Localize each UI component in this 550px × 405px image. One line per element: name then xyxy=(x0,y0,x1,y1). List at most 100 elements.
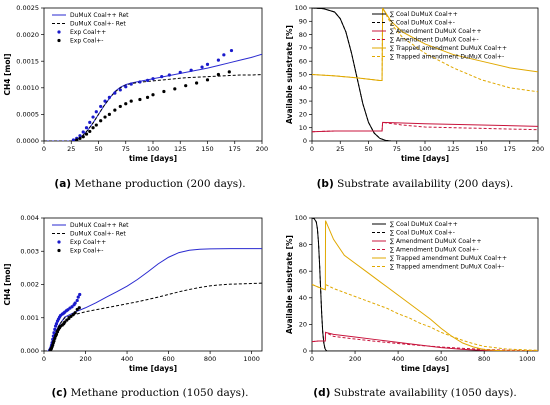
legend-label: DuMuX Coal++ Ret xyxy=(70,222,129,229)
data-point xyxy=(94,110,98,114)
x-tick-label: 175 xyxy=(504,145,516,153)
data-point xyxy=(138,97,142,102)
caption-text-c: Methane production (1050 days). xyxy=(67,387,249,399)
series-line xyxy=(312,218,538,351)
caption-letter-d: (d) xyxy=(313,387,331,399)
data-point xyxy=(78,136,82,140)
caption-text-b: Substrate availability (200 days). xyxy=(333,178,514,190)
x-tick-label: 0 xyxy=(310,355,314,363)
y-tick-label: 0.0005 xyxy=(16,111,39,119)
data-point xyxy=(77,306,81,310)
data-point xyxy=(178,70,182,74)
data-point xyxy=(78,134,82,138)
x-tick-label: 75 xyxy=(393,145,401,153)
y-tick-label: 0.0000 xyxy=(16,137,39,145)
series-line xyxy=(312,283,538,351)
y-tick-label: 0 xyxy=(303,137,307,145)
y-tick-label: 0.003 xyxy=(20,247,39,255)
data-point xyxy=(88,120,92,124)
legend-marker xyxy=(57,248,61,253)
data-point xyxy=(63,320,67,324)
data-point xyxy=(91,126,95,130)
data-point xyxy=(129,82,133,86)
caption-text-d: Substrate availability (1050 days). xyxy=(330,387,517,399)
caption-d: (d) Substrate availability (1050 days). xyxy=(290,387,540,399)
caption-text-a: Methane production (200 days). xyxy=(71,178,246,190)
data-point xyxy=(88,129,92,134)
data-point xyxy=(76,295,80,299)
data-point xyxy=(91,115,95,119)
chart-panel-a: 0 25 50 75 100 125 150 175 200 0.0000 0.0005 0.0010… xyxy=(3,4,268,163)
x-tick-label: 175 xyxy=(229,145,241,153)
x-tick-label: 50 xyxy=(364,145,372,153)
data-point xyxy=(124,102,128,106)
y-tick-label: 90 xyxy=(299,18,307,26)
y-tick-label: 80 xyxy=(299,31,307,39)
x-tick-label: 400 xyxy=(392,355,404,363)
caption-letter-c: (c) xyxy=(51,387,68,399)
data-point xyxy=(54,322,59,326)
data-point xyxy=(160,75,164,79)
y-tick-label: 0.0025 xyxy=(16,4,39,12)
plot-area xyxy=(312,218,538,351)
data-point xyxy=(151,93,155,97)
legend-label: DuMuX Coal++ Ret xyxy=(70,12,129,19)
data-point xyxy=(205,62,210,66)
legend-label: ∑ Amendment DuMuX Coal+- xyxy=(390,247,479,254)
plot-frame xyxy=(311,217,539,352)
series-line xyxy=(44,282,262,351)
data-point xyxy=(162,89,166,94)
y-axis-label: CH4 [mol] xyxy=(3,263,12,305)
x-axis-label: time [days] xyxy=(401,364,449,373)
data-point xyxy=(113,108,117,112)
x-axis-label: time [days] xyxy=(401,154,449,163)
data-point xyxy=(71,138,76,141)
y-tick-label: 0.0020 xyxy=(16,31,39,39)
data-point xyxy=(99,119,103,123)
x-tick-label: 50 xyxy=(94,145,102,153)
data-point xyxy=(70,305,74,309)
x-axis-label: time [days] xyxy=(129,154,177,163)
data-point xyxy=(145,95,150,99)
legend-label: ∑ Amendment DuMuX Coal++ xyxy=(390,238,481,245)
data-point xyxy=(205,78,210,82)
x-tick-label: 800 xyxy=(478,355,490,363)
data-point xyxy=(118,104,122,109)
y-axis-label: Available substrate [%] xyxy=(285,25,294,124)
caption-c: (c) Methane production (1050 days). xyxy=(25,387,275,399)
x-tick-label: 200 xyxy=(532,145,544,153)
x-tick-label: 150 xyxy=(475,145,487,153)
legend-label: ∑ Coal DuMuX Coal++ xyxy=(390,11,458,18)
data-point xyxy=(151,77,155,81)
legend-label: DuMuX Coal+- Ret xyxy=(70,21,126,28)
data-point xyxy=(167,73,171,77)
x-tick-label: 800 xyxy=(204,355,216,363)
x-tick-label: 200 xyxy=(79,355,91,363)
series-line xyxy=(312,8,538,93)
y-tick-label: 60 xyxy=(299,57,307,65)
data-point xyxy=(124,85,128,89)
legend-marker xyxy=(57,38,61,43)
x-tick-label: 150 xyxy=(201,145,213,153)
data-point xyxy=(81,135,85,139)
y-tick-label: 50 xyxy=(299,71,307,79)
series-line xyxy=(312,121,538,133)
x-tick-label: 600 xyxy=(435,355,447,363)
x-tick-label: 25 xyxy=(67,145,75,153)
data-point xyxy=(145,78,150,82)
x-tick-label: 100 xyxy=(147,145,159,153)
legend-label: ∑ Trapped amendment DuMuX Coal+- xyxy=(390,54,504,61)
legend-label: ∑ Amendment DuMuX Coal++ xyxy=(390,28,481,35)
series-line xyxy=(312,8,538,141)
series-line xyxy=(312,331,538,351)
legend: ∑ Coal DuMuX Coal++∑ Coal DuMuX Coal+-∑ … xyxy=(372,221,507,271)
y-tick-label: 30 xyxy=(299,97,307,105)
data-point xyxy=(229,48,234,53)
x-tick-label: 0 xyxy=(42,145,46,153)
chart-panel-b: 0 25 50 75 100 125 150 175 200 0 10 20 30 40 50 60 70 80 9… xyxy=(285,4,544,163)
data-point xyxy=(129,99,133,103)
x-axis-label: time [days] xyxy=(129,364,177,373)
x-tick-label: 25 xyxy=(336,145,344,153)
legend-label: Exp Coal+- xyxy=(70,248,103,255)
legend-label: ∑ Amendment DuMuX Coal+- xyxy=(390,37,479,44)
